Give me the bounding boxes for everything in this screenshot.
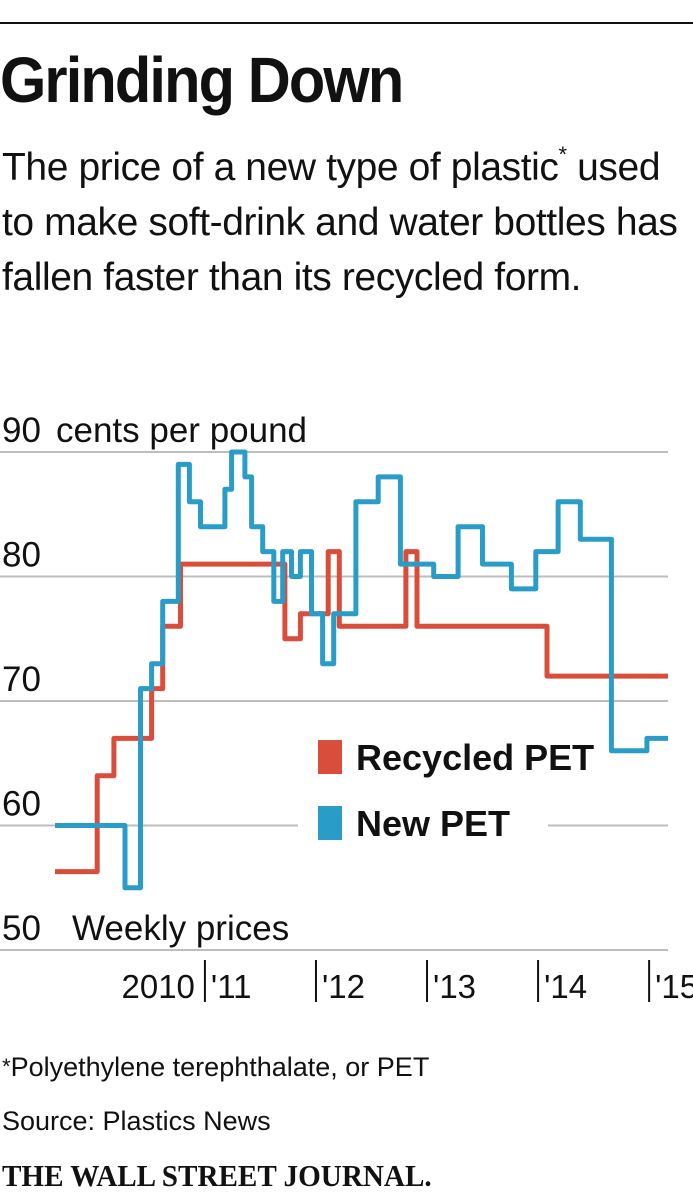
footnote: *Polyethylene terephthalate, or PET [2,1052,429,1083]
x-tick-label-2014: '14 [544,968,587,1005]
y-unit-label: cents per pound [56,411,307,450]
y-tick-label-50: 50 [2,909,41,948]
footnote-text: Polyethylene terephthalate, or PET [10,1052,430,1082]
legend-swatch-new [318,806,342,841]
x-tick-label-2010: 2010 [121,968,194,1005]
weekly-prices-annotation: Weekly prices [72,909,289,948]
y-tick-label-70: 70 [2,660,41,699]
gridlines [0,451,668,951]
legend-label-recycled: Recycled PET [356,737,594,778]
x-axis: 2010 '11 '12 '13 '14 '15 [121,960,693,1005]
publisher-logo: THE WALL STREET JOURNAL. [2,1158,432,1193]
y-tick-labels: 90 80 70 60 50 cents per pound Weekly prices [2,411,307,948]
series-lines [55,449,668,891]
y-tick-label-80: 80 [2,536,41,575]
x-tick-label-2012: '12 [322,968,365,1005]
subtitle-text-rest: used to make soft-drink and water bottle… [2,146,678,299]
y-tick-label-90: 90 [2,411,41,450]
subtitle-text: The price of a new type of plastic [2,146,559,189]
y-tick-label-60: 60 [2,785,41,824]
legend: Recycled PET New PET [298,731,594,848]
chart-title: Grinding Down [0,44,404,116]
x-tick-label-2013: '13 [433,968,476,1005]
top-rule [0,22,693,24]
subtitle-asterisk: * [558,142,568,167]
x-tick-label-2015: '15 [655,968,693,1005]
legend-label-new: New PET [356,803,510,844]
legend-swatch-recycled [318,740,342,775]
series-line-new [55,449,668,891]
chart-subtitle: The price of a new type of plastic* used… [2,140,692,305]
x-tick-label-2011: '11 [211,968,252,1005]
line-chart: 90 80 70 60 50 cents per pound Weekly prices 2… [0,411,693,1005]
source-note: Source: Plastics News [2,1106,271,1136]
footnote-asterisk: * [2,1054,11,1079]
